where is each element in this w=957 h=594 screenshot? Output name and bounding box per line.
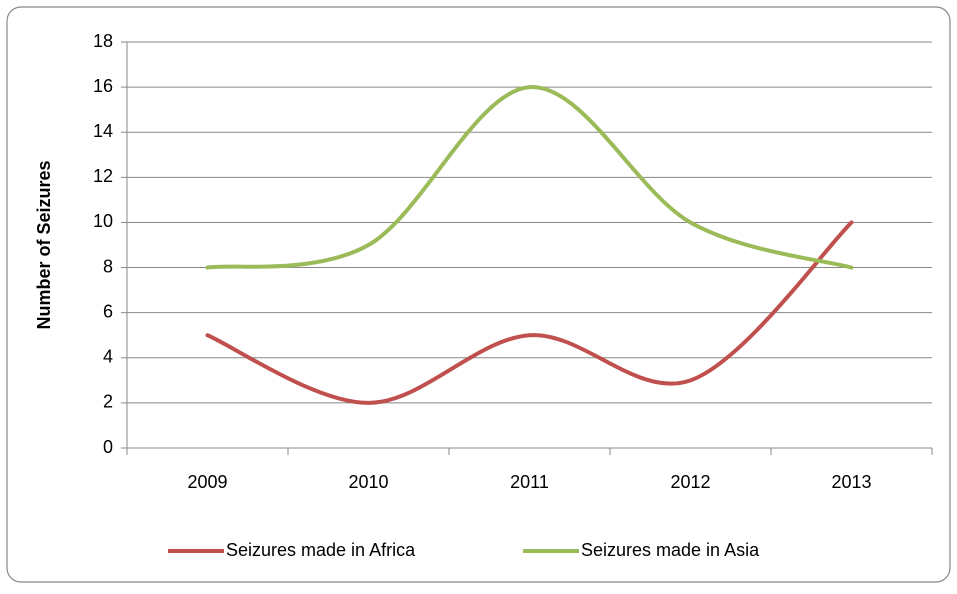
- y-tick-label: 18: [93, 31, 113, 51]
- legend-label: Seizures made in Africa: [226, 540, 416, 560]
- x-tick-label: 2009: [187, 472, 227, 492]
- chart-border: [6, 6, 951, 583]
- y-axis-label: Number of Seizures: [34, 160, 54, 329]
- legend-label: Seizures made in Asia: [581, 540, 760, 560]
- x-tick-label: 2013: [831, 472, 871, 492]
- y-tick-label: 16: [93, 76, 113, 96]
- y-tick-label: 8: [103, 256, 113, 276]
- x-tick-label: 2011: [510, 472, 549, 492]
- line-series: [205, 85, 854, 270]
- x-tick-label: 2012: [670, 472, 710, 492]
- y-tick-label: 2: [103, 392, 113, 412]
- y-tick-label: 0: [103, 437, 113, 457]
- line-series: [205, 220, 854, 405]
- x-tick-label: 2010: [348, 472, 388, 492]
- y-tick-label: 12: [93, 166, 113, 186]
- y-tick-label: 14: [93, 121, 113, 141]
- y-tick-label: 10: [93, 211, 113, 231]
- y-tick-label: 6: [103, 301, 113, 321]
- y-tick-label: 4: [103, 347, 113, 367]
